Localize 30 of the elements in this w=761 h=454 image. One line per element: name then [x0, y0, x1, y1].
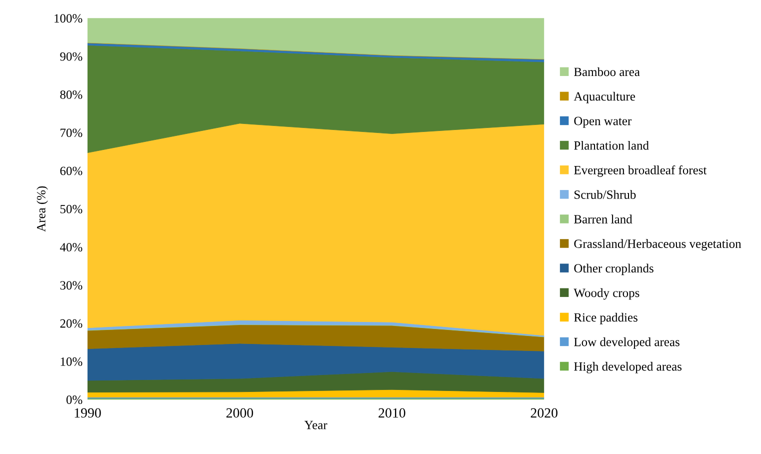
y-tick-label: 70%: [60, 128, 82, 138]
y-axis-title: Area (%): [36, 186, 48, 232]
legend-label: Barren land: [574, 214, 632, 224]
x-axis-title: Year: [304, 420, 328, 430]
legend-label: Aquaculture: [574, 92, 636, 104]
y-tick-label: 50%: [60, 204, 82, 214]
legend-label: Low developed areas: [574, 337, 680, 349]
y-tick-label: 30%: [60, 281, 82, 290]
y-tick-label: 10%: [60, 357, 82, 366]
y-tick-label: 20%: [60, 319, 82, 328]
y-tick-label: 90%: [60, 52, 82, 61]
legend-label: Evergreen broadleaf forest: [574, 165, 707, 177]
legend-label: Bamboo area: [574, 67, 640, 76]
x-tick-label: 2010: [378, 408, 406, 418]
x-tick-label: 2020: [530, 408, 558, 418]
legend-label: Grassland/Herbaceous vegetation: [574, 239, 742, 251]
legend-label: Scrub/Shrub: [574, 190, 636, 199]
legend-label: Woody crops: [574, 288, 640, 300]
legend-label: Other croplands: [574, 264, 654, 276]
x-tick-label: 2000: [226, 408, 254, 418]
y-tick-label: 60%: [60, 166, 82, 176]
legend-label: Open water: [574, 116, 632, 128]
y-tick-label: 40%: [60, 243, 82, 252]
y-tick-label: 80%: [60, 90, 82, 99]
legend-label: Rice paddies: [574, 312, 638, 324]
x-tick-label: 1990: [74, 408, 101, 418]
legend-label: High developed areas: [574, 362, 682, 374]
legend-label: Plantation land: [574, 140, 649, 150]
y-tick-label: 100%: [54, 14, 82, 23]
y-tick-label: 0%: [66, 396, 82, 404]
